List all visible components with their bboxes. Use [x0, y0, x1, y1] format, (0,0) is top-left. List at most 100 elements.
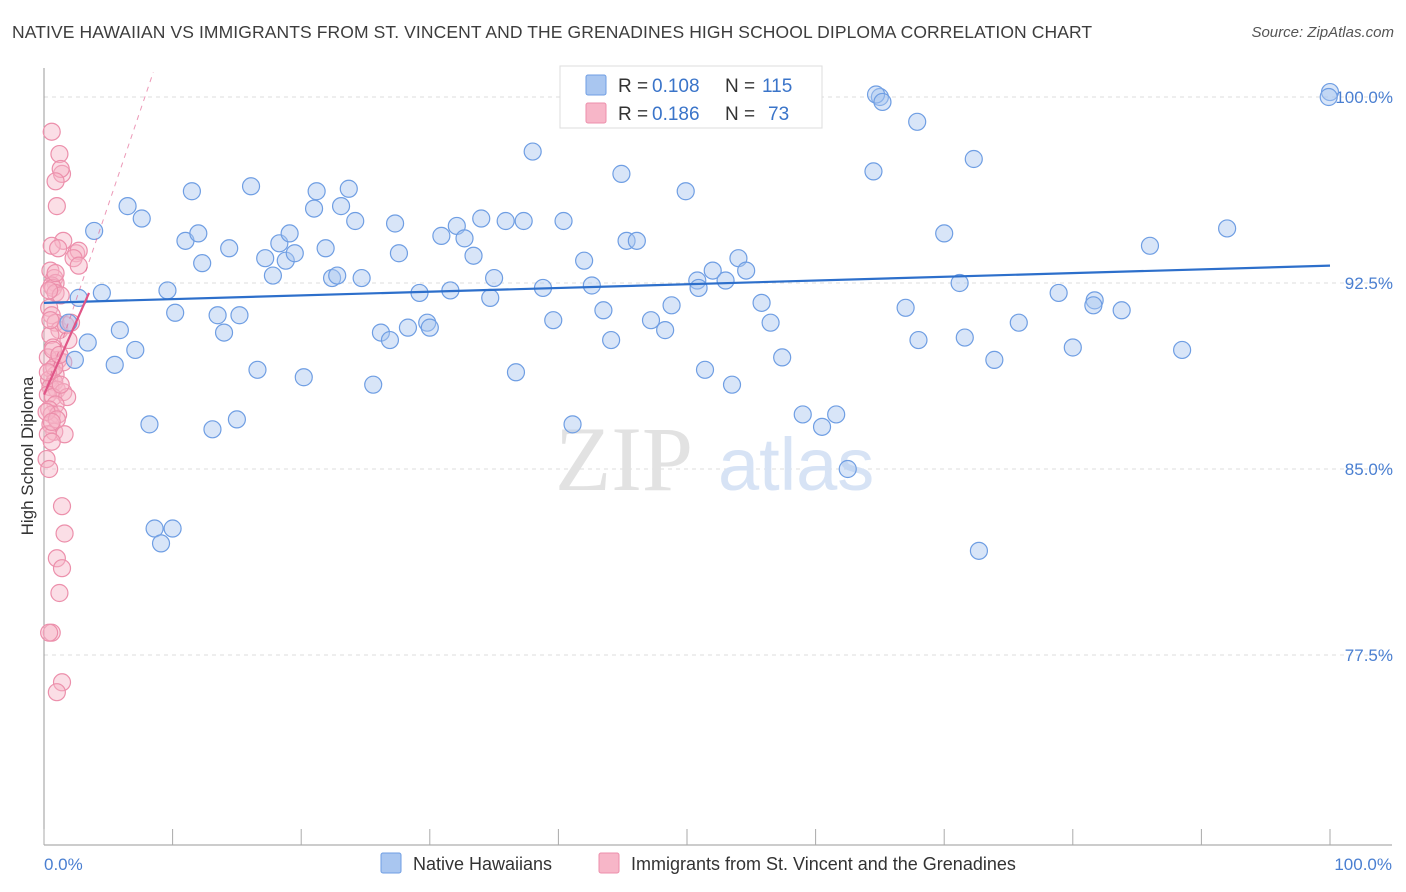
- x-tick-label-max: 100.0%: [1334, 855, 1392, 874]
- series-legend-swatch-pink: [598, 852, 620, 874]
- data-point-native-hawaiians: [563, 415, 582, 434]
- axes: [43, 68, 1392, 846]
- legend-r-label-pink: R =: [618, 104, 648, 125]
- data-point-immigrants: [37, 402, 56, 422]
- series-legend: Native Hawaiians Immigrants from St. Vin…: [380, 852, 1016, 874]
- native-hawaiians-points: [59, 82, 1340, 560]
- data-point-native-hawaiians: [285, 244, 304, 263]
- data-point-native-hawaiians: [1009, 313, 1028, 332]
- y-axis-title: High School Diploma: [18, 376, 37, 535]
- data-point-native-hawaiians: [793, 405, 812, 424]
- data-point-native-hawaiians: [455, 229, 474, 248]
- data-point-native-hawaiians: [208, 306, 227, 325]
- watermark: ZIP atlas: [555, 408, 874, 510]
- data-point-native-hawaiians: [773, 348, 792, 367]
- data-point-native-hawaiians: [248, 360, 267, 379]
- data-point-native-hawaiians: [364, 375, 383, 394]
- data-point-immigrants: [47, 549, 66, 568]
- data-point-native-hawaiians: [307, 182, 326, 201]
- chart-title: NATIVE HAWAIIAN VS IMMIGRANTS FROM ST. V…: [12, 22, 1093, 42]
- data-point-native-hawaiians: [761, 313, 780, 332]
- data-point-native-hawaiians: [827, 405, 846, 424]
- data-point-native-hawaiians: [85, 221, 104, 241]
- data-point-native-hawaiians: [544, 311, 563, 330]
- source-credit: Source: ZipAtlas.com: [1251, 24, 1394, 41]
- data-point-native-hawaiians: [602, 330, 621, 350]
- data-point-native-hawaiians: [241, 177, 261, 196]
- data-point-native-hawaiians: [151, 534, 171, 553]
- data-point-immigrants: [52, 559, 72, 578]
- data-point-native-hawaiians: [716, 271, 735, 290]
- legend-r-value-pink: 0.186: [652, 104, 700, 125]
- series-legend-label-blue: Native Hawaiians: [413, 854, 552, 874]
- x-axis-ticks: [43, 829, 1331, 845]
- y-tick-label: 100.0%: [1335, 88, 1393, 107]
- data-point-native-hawaiians: [398, 318, 418, 337]
- data-point-native-hawaiians: [864, 162, 883, 181]
- data-point-native-hawaiians: [294, 368, 313, 387]
- data-point-native-hawaiians: [110, 321, 129, 340]
- data-point-native-hawaiians: [316, 239, 335, 258]
- data-point-immigrants: [41, 311, 60, 330]
- legend-r-value-blue: 0.108: [652, 76, 700, 97]
- data-point-native-hawaiians: [166, 303, 185, 322]
- data-point-native-hawaiians: [158, 281, 177, 300]
- data-point-native-hawaiians: [432, 226, 451, 245]
- data-point-native-hawaiians: [263, 266, 283, 285]
- data-point-native-hawaiians: [420, 318, 439, 337]
- data-point-native-hawaiians: [280, 224, 299, 243]
- data-point-native-hawaiians: [838, 459, 857, 479]
- data-point-native-hawaiians: [955, 328, 974, 347]
- data-point-native-hawaiians: [472, 209, 491, 228]
- data-point-immigrants: [42, 122, 61, 141]
- data-point-native-hawaiians: [908, 112, 927, 131]
- data-point-native-hawaiians: [346, 211, 365, 231]
- x-tick-label-min: 0.0%: [44, 855, 83, 874]
- data-point-native-hawaiians: [594, 301, 613, 320]
- data-point-immigrants: [40, 281, 59, 300]
- data-point-native-hawaiians: [514, 211, 533, 231]
- data-point-native-hawaiians: [964, 149, 983, 169]
- data-point-native-hawaiians: [689, 278, 708, 298]
- series-legend-swatch-blue: [380, 852, 402, 874]
- data-point-native-hawaiians: [812, 417, 832, 436]
- data-point-native-hawaiians: [163, 519, 182, 538]
- data-point-native-hawaiians: [575, 251, 594, 270]
- data-point-immigrants: [42, 432, 61, 451]
- data-point-immigrants: [42, 412, 61, 431]
- data-point-immigrants: [50, 583, 69, 603]
- trend-line-immigrants: [42, 292, 91, 396]
- data-point-native-hawaiians: [380, 330, 400, 350]
- series-legend-label-pink: Immigrants from St. Vincent and the Gren…: [631, 854, 1016, 874]
- data-point-native-hawaiians: [695, 360, 715, 379]
- data-point-native-hawaiians: [203, 420, 222, 439]
- data-point-native-hawaiians: [1112, 301, 1131, 320]
- data-point-native-hawaiians: [1140, 236, 1160, 255]
- data-point-native-hawaiians: [1319, 87, 1338, 107]
- y-tick-label: 92.5%: [1345, 274, 1393, 293]
- data-point-native-hawaiians: [220, 239, 239, 258]
- data-point-native-hawaiians: [132, 209, 151, 228]
- data-point-native-hawaiians: [230, 306, 249, 325]
- data-point-native-hawaiians: [617, 231, 636, 250]
- data-point-immigrants: [40, 623, 59, 642]
- data-point-native-hawaiians: [627, 231, 646, 250]
- legend-n-label-pink: N =: [725, 104, 755, 125]
- legend-n-value-pink: 73: [768, 104, 789, 125]
- data-point-native-hawaiians: [339, 179, 358, 198]
- trend-line-immigrants-extended: [43, 72, 154, 395]
- trend-lines: [42, 72, 1331, 396]
- watermark-atlas: atlas: [718, 423, 874, 506]
- data-point-native-hawaiians: [896, 298, 915, 317]
- data-point-immigrants: [46, 263, 65, 283]
- trend-line-native-hawaiians: [43, 264, 1331, 304]
- data-point-native-hawaiians: [352, 268, 371, 288]
- data-point-native-hawaiians: [189, 224, 208, 243]
- data-point-native-hawaiians: [214, 323, 234, 342]
- data-point-native-hawaiians: [752, 293, 771, 312]
- data-point-native-hawaiians: [935, 224, 954, 243]
- data-point-native-hawaiians: [554, 211, 573, 231]
- y-tick-label: 77.5%: [1345, 646, 1393, 665]
- data-point-immigrants: [55, 524, 74, 543]
- data-point-native-hawaiians: [506, 363, 526, 382]
